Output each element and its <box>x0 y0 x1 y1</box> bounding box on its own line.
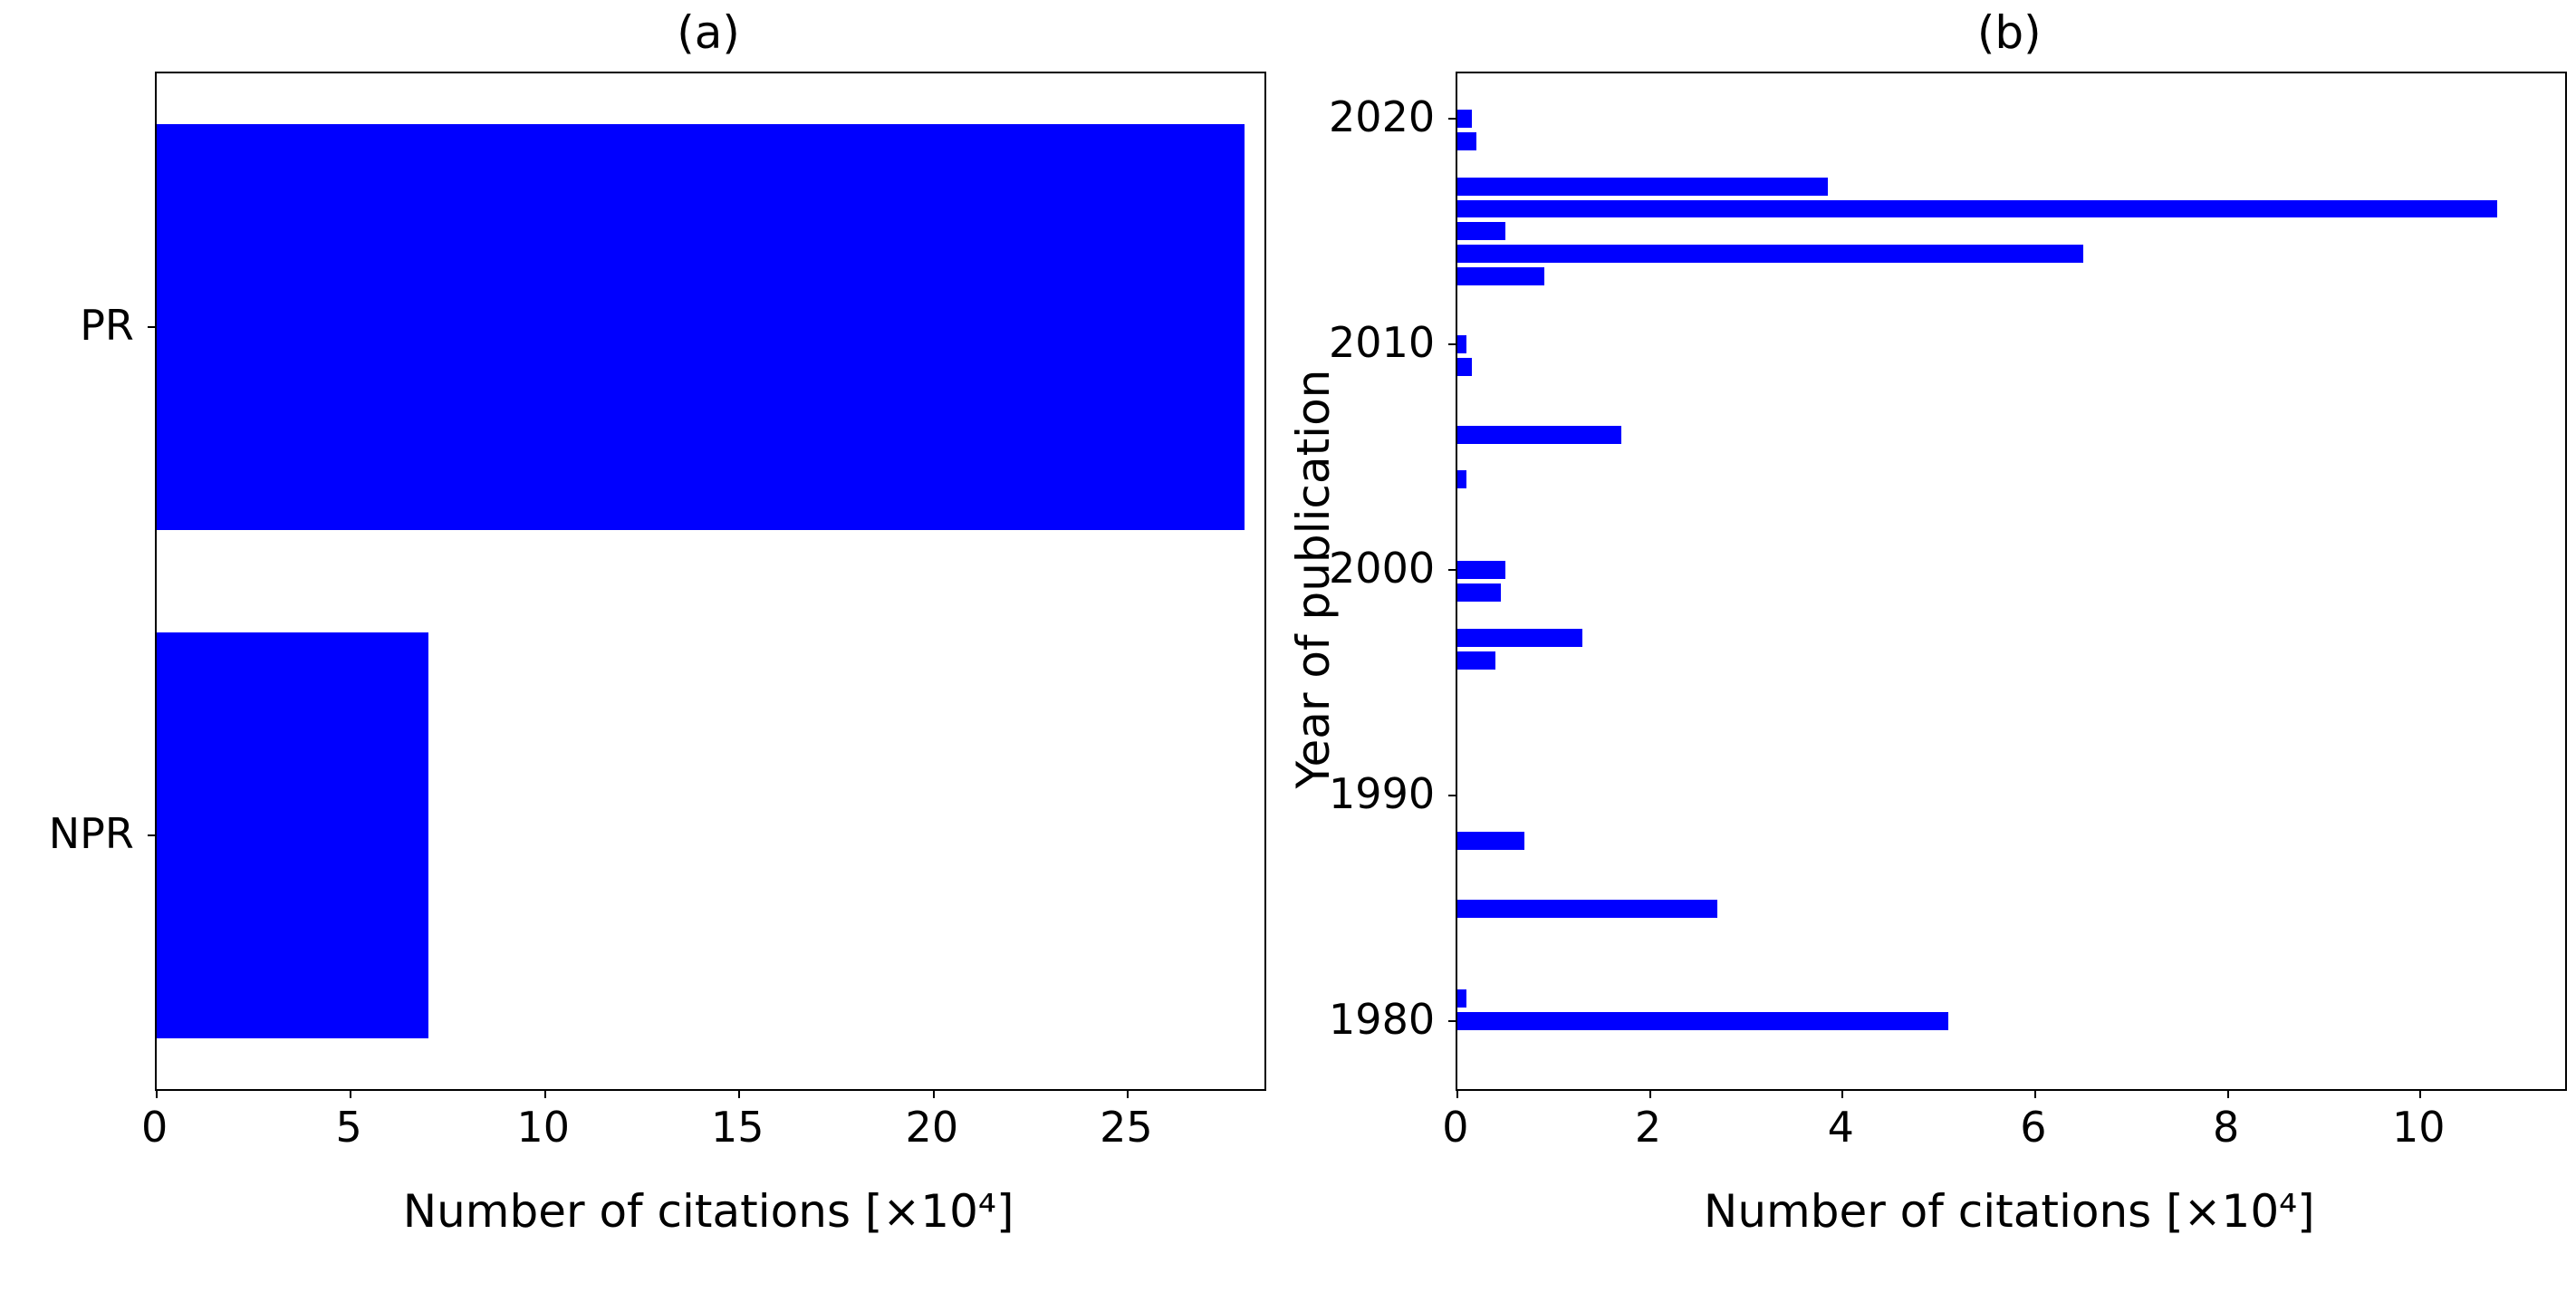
x-tick-label: 15 <box>711 1103 764 1152</box>
x-tick-mark <box>933 1089 935 1098</box>
y-tick-label: 1980 <box>1329 995 1435 1044</box>
x-tick-mark <box>350 1089 351 1098</box>
x-tick-label: 2 <box>1635 1103 1661 1152</box>
bar-year-2010 <box>1457 335 1467 353</box>
y-tick-mark <box>1448 1020 1457 1022</box>
bar-year-2013 <box>1457 267 1544 285</box>
bar-year-2016 <box>1457 200 2497 218</box>
y-tick-mark <box>1448 118 1457 120</box>
bar-year-2019 <box>1457 132 1476 150</box>
x-tick-label: 0 <box>1442 1103 1468 1152</box>
figure: (a)Number of citations [×10⁴]0510152025N… <box>0 0 2576 1302</box>
x-tick-label: 10 <box>2392 1103 2446 1152</box>
bar-year-1996 <box>1457 651 1496 670</box>
bar-year-2006 <box>1457 426 1621 444</box>
y-tick-mark <box>1448 569 1457 571</box>
bar-year-1988 <box>1457 832 1524 850</box>
y-tick-label: 1990 <box>1329 769 1435 818</box>
y-tick-mark <box>1448 795 1457 796</box>
y-tick-mark <box>148 326 157 328</box>
bar-year-2015 <box>1457 222 1505 240</box>
x-tick-mark <box>1456 1089 1458 1098</box>
subplot-title-b: (b) <box>1977 6 2042 59</box>
x-tick-mark <box>2227 1089 2229 1098</box>
bar-year-1999 <box>1457 583 1501 602</box>
x-tick-mark <box>2034 1089 2036 1098</box>
y-tick-label: NPR <box>49 809 134 858</box>
y-tick-mark <box>1448 343 1457 345</box>
y-tick-label: 2000 <box>1329 544 1435 593</box>
bar-year-1980 <box>1457 1012 1948 1030</box>
x-axis-label-a: Number of citations [×10⁴] <box>403 1185 1014 1238</box>
x-tick-mark <box>1649 1089 1651 1098</box>
x-tick-label: 5 <box>336 1103 362 1152</box>
x-tick-mark <box>156 1089 158 1098</box>
bar-pr <box>157 124 1245 530</box>
x-tick-mark <box>544 1089 546 1098</box>
x-tick-mark <box>1127 1089 1129 1098</box>
subplot-title-a: (a) <box>677 6 740 59</box>
x-axis-label-b: Number of citations [×10⁴] <box>1704 1185 2315 1238</box>
bar-year-1985 <box>1457 900 1717 918</box>
x-tick-label: 4 <box>1828 1103 1854 1152</box>
x-tick-label: 25 <box>1100 1103 1153 1152</box>
x-tick-label: 6 <box>2020 1103 2046 1152</box>
bar-year-2004 <box>1457 470 1467 488</box>
bar-year-1997 <box>1457 629 1582 647</box>
x-tick-mark <box>738 1089 740 1098</box>
bar-year-2014 <box>1457 245 2083 263</box>
x-tick-label: 10 <box>516 1103 570 1152</box>
axes-a <box>155 72 1266 1091</box>
bar-year-2009 <box>1457 358 1472 376</box>
x-tick-mark <box>1841 1089 1843 1098</box>
x-tick-label: 0 <box>141 1103 168 1152</box>
y-tick-mark <box>148 834 157 836</box>
bar-year-2000 <box>1457 561 1505 579</box>
axes-b <box>1456 72 2567 1091</box>
x-tick-label: 8 <box>2213 1103 2239 1152</box>
y-tick-label: PR <box>80 301 134 350</box>
bar-year-1981 <box>1457 989 1467 1008</box>
y-tick-label: 2010 <box>1329 318 1435 367</box>
x-tick-label: 20 <box>906 1103 959 1152</box>
bar-year-2017 <box>1457 178 1828 196</box>
y-tick-label: 2020 <box>1329 92 1435 141</box>
bar-npr <box>157 632 428 1038</box>
bar-year-2020 <box>1457 110 1472 128</box>
x-tick-mark <box>2419 1089 2421 1098</box>
